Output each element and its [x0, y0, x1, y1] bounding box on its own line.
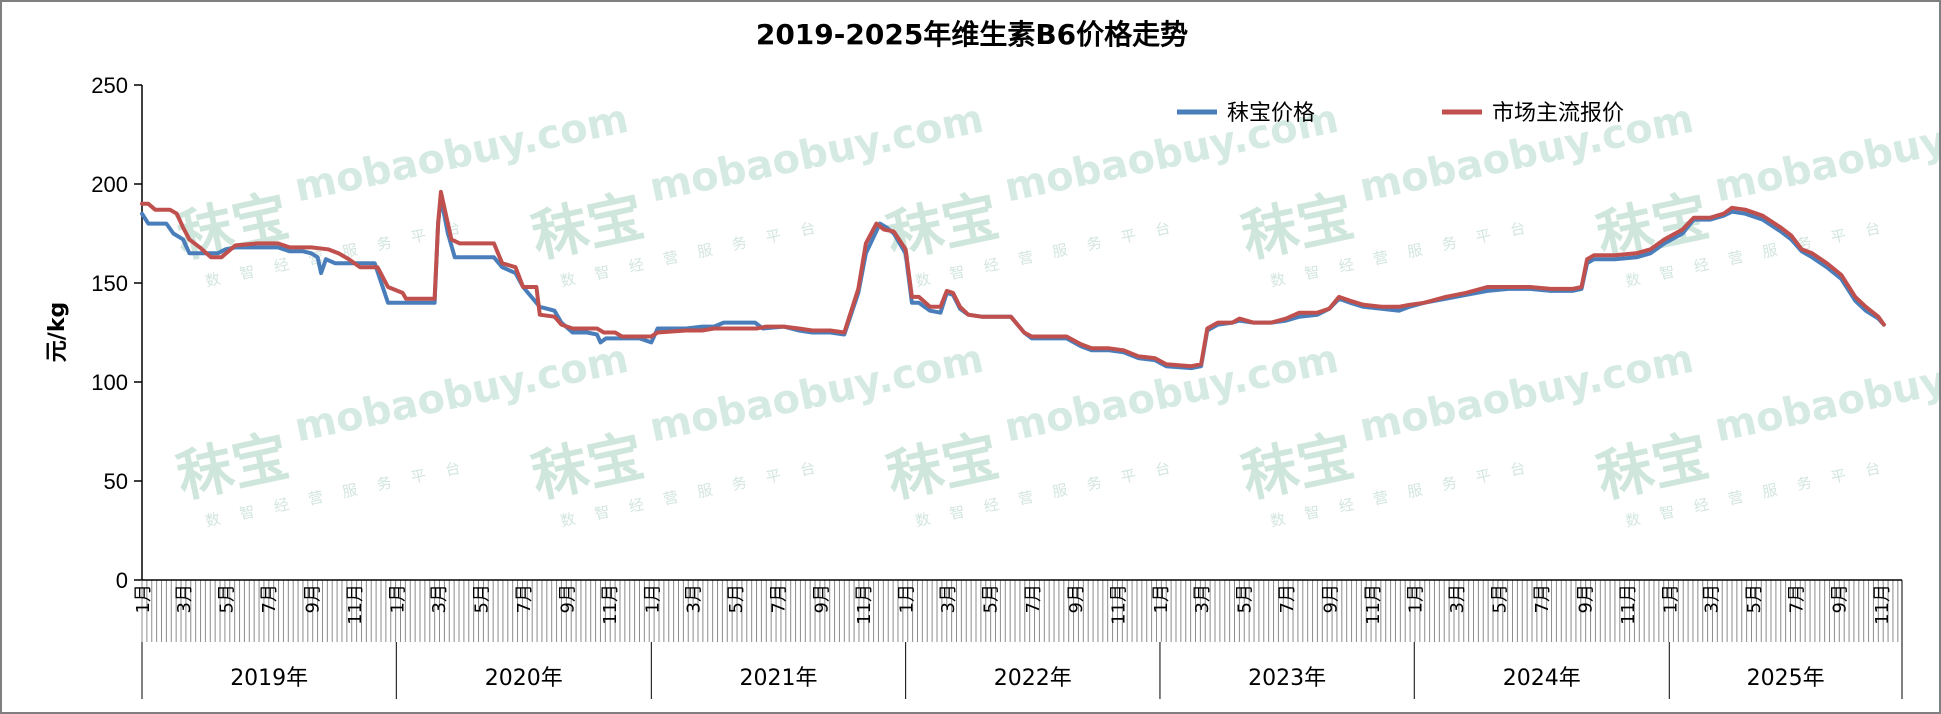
x-month-label: 5月: [726, 584, 747, 613]
x-month-label: 3月: [683, 584, 704, 613]
y-tick-label: 250: [91, 73, 128, 98]
watermark-domain: mobaobuy.com: [291, 336, 633, 452]
x-year-label: 2021年: [740, 666, 818, 691]
x-year-label: 2020年: [485, 666, 563, 691]
x-month-label: 11月: [854, 584, 875, 625]
x-week-ticks: [141, 580, 1899, 642]
x-month-label: 3月: [174, 584, 195, 613]
watermark-domain: mobaobuy.com: [1356, 336, 1698, 452]
legend-label-market: 市场主流报价: [1492, 101, 1624, 126]
x-year-label: 2022年: [994, 666, 1072, 691]
series-layer: [140, 189, 1886, 371]
x-month-label: 3月: [1701, 584, 1722, 613]
x-month-label: 1月: [897, 584, 918, 613]
y-tick-label: 100: [91, 370, 128, 395]
x-month-label: 7月: [1532, 584, 1553, 613]
x-month-label: 1月: [1151, 584, 1172, 613]
x-month-label: 7月: [259, 584, 280, 613]
series-line-market: [140, 189, 1886, 369]
x-month-label: 7月: [1277, 584, 1298, 613]
chart-title: 2019-2025年维生素B6价格走势: [756, 18, 1188, 51]
x-month-label: 9月: [812, 584, 833, 613]
y-tick-label: 0: [116, 568, 128, 593]
x-month-label: 1月: [387, 584, 408, 613]
legend: 秣宝价格 市场主流报价: [1177, 101, 1624, 126]
legend-label-mobao: 秣宝价格: [1227, 101, 1315, 126]
y-axis-label: 元/kg: [45, 302, 70, 362]
x-month-label: 11月: [1872, 584, 1893, 625]
watermark-domain: mobaobuy.com: [646, 96, 988, 212]
x-year-label: 2025年: [1747, 666, 1825, 691]
x-month-label: 11月: [1618, 584, 1639, 625]
x-month-label: 5月: [980, 584, 1001, 613]
x-year-label: 2024年: [1503, 666, 1581, 691]
x-month-label: 7月: [514, 584, 535, 613]
y-axis: 0 50 100 150 200 250: [91, 73, 143, 593]
x-month-label: 1月: [1660, 584, 1681, 613]
x-month-label: 7月: [1023, 584, 1044, 613]
x-month-label: 11月: [345, 584, 366, 625]
x-year-label: 2019年: [230, 666, 308, 691]
x-year-label: 2023年: [1248, 666, 1326, 691]
x-axis: 1月 3月 5月 7月 9月 11月 1月 3月 5月 7月 9月 11月 1月 3月 5月 7月 9月 11月 1…: [133, 579, 1903, 699]
x-month-label: 9月: [1320, 584, 1341, 613]
x-month-label: 5月: [1744, 584, 1765, 613]
x-month-label: 11月: [600, 584, 621, 625]
x-month-label: 1月: [133, 584, 154, 613]
x-month-label: 3月: [938, 584, 959, 613]
y-tick-label: 150: [91, 271, 128, 296]
x-month-label: 3月: [1192, 584, 1213, 613]
watermark-domain: mobaobuy.com: [1001, 336, 1343, 452]
x-month-label: 1月: [1405, 584, 1426, 613]
x-month-label: 5月: [472, 584, 493, 613]
x-month-label: 9月: [1575, 584, 1596, 613]
y-tick-label: 50: [104, 469, 128, 494]
y-tick-label: 200: [91, 172, 128, 197]
x-month-label: 5月: [1235, 584, 1256, 613]
x-month-label: 3月: [1447, 584, 1468, 613]
watermark-domain: mobaobuy.com: [291, 96, 633, 212]
x-month-label: 9月: [1066, 584, 1087, 613]
watermark-domain: mobaobuy.com: [1711, 336, 1939, 452]
x-month-label: 1月: [642, 584, 663, 613]
x-month-label: 9月: [302, 584, 323, 613]
x-month-label: 3月: [429, 584, 450, 613]
x-month-label: 5月: [1490, 584, 1511, 613]
x-month-label: 9月: [1830, 584, 1851, 613]
x-month-label: 11月: [1109, 584, 1130, 625]
x-month-label: 5月: [217, 584, 238, 613]
x-month-label: 7月: [1786, 584, 1807, 613]
x-month-label: 9月: [557, 584, 578, 613]
watermark-domain: mobaobuy.com: [646, 336, 988, 452]
watermark-domain: mobaobuy.com: [1711, 96, 1939, 212]
x-month-label: 7月: [768, 584, 789, 613]
x-month-label: 11月: [1363, 584, 1384, 625]
